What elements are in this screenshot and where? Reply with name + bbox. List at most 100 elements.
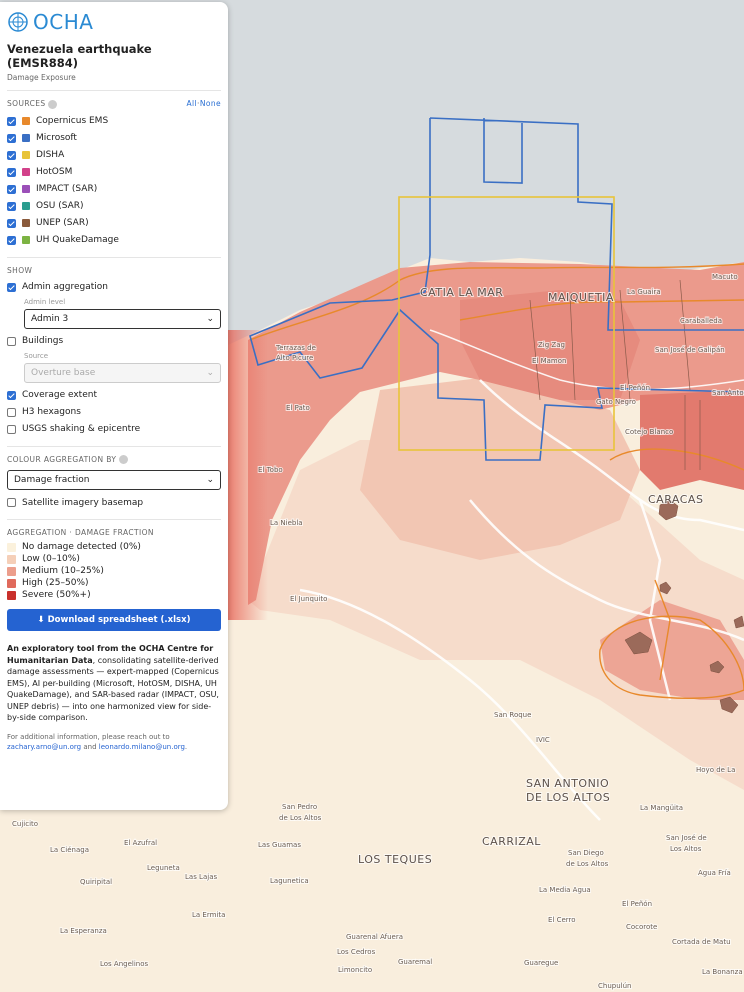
source-swatch (22, 117, 30, 125)
place-label: Zig Zag (538, 341, 565, 349)
place-label: La Niebla (270, 519, 303, 527)
legend-row: Low (0–10%) (7, 553, 221, 565)
select-all[interactable]: All (186, 99, 198, 109)
source-swatch (22, 236, 30, 244)
legend-label: Medium (10–25%) (22, 566, 104, 576)
checkbox[interactable] (7, 424, 16, 434)
place-label: Chupulún (598, 982, 631, 990)
place-label: La Guaira (627, 288, 661, 296)
place-label: CATIA LA MAR (420, 286, 503, 299)
checkbox-label: Admin aggregation (22, 282, 108, 292)
place-label: Alto Picure (276, 354, 313, 362)
place-label: La Ciénaga (50, 846, 89, 854)
place-label: El Peñón (622, 900, 652, 908)
checkbox-row[interactable]: Satellite imagery basemap (7, 494, 221, 511)
description-text: , consolidating satellite-derived damage… (7, 655, 219, 723)
checkbox-row[interactable]: Buildings (7, 333, 221, 350)
place-label: San Antonio (712, 389, 744, 397)
source-row[interactable]: HotOSM (7, 164, 221, 181)
checkbox[interactable] (7, 167, 16, 177)
place-label: Guarenal Afuera (346, 933, 403, 941)
source-row[interactable]: OSU (SAR) (7, 198, 221, 215)
place-label: San Pedro (282, 803, 317, 811)
section-heading: AGGREGATION · DAMAGE FRACTION (7, 528, 154, 537)
email-link[interactable]: leonardo.milano@un.org (98, 742, 185, 751)
place-label: El Mamon (532, 357, 566, 365)
source-row[interactable]: DISHA (7, 147, 221, 164)
checkbox[interactable] (7, 407, 16, 417)
admin-level-select[interactable]: Admin 3 ⌄ (24, 308, 221, 329)
email-link[interactable]: zachary.arno@un.org (7, 742, 82, 751)
checkbox[interactable] (7, 116, 16, 126)
section-heading: SOURCES (7, 99, 46, 108)
contact: For additional information, please reach… (7, 732, 221, 752)
checkbox-row[interactable]: Coverage extent (7, 387, 221, 404)
place-label: Cotejo Blanco (625, 428, 673, 436)
select-value: Damage fraction (14, 475, 90, 485)
place-label: San Roque (494, 711, 531, 719)
checkbox[interactable] (7, 133, 16, 143)
place-label: Quiripital (80, 878, 112, 886)
checkbox[interactable] (7, 235, 16, 245)
place-label: El Cerro (548, 916, 576, 924)
source-label: IMPACT (SAR) (36, 184, 98, 194)
source-swatch (22, 202, 30, 210)
checkbox[interactable] (7, 498, 16, 507)
place-label: San José de (666, 834, 707, 842)
place-label: La Esperanza (60, 927, 107, 935)
checkbox-row[interactable]: H3 hexagons (7, 404, 221, 421)
legend-label: High (25–50%) (22, 578, 89, 588)
legend-row: Medium (10–25%) (7, 565, 221, 577)
contact-text: and (83, 742, 97, 751)
checkbox-row[interactable]: USGS shaking & epicentre (7, 421, 221, 438)
title: Venezuela earthquake (EMSR884) (7, 42, 152, 70)
legend-label: Severe (50%+) (22, 590, 91, 600)
contact-text: For additional information, please reach… (7, 732, 170, 741)
place-label: Los Cedros (337, 948, 376, 956)
source-row[interactable]: UNEP (SAR) (7, 215, 221, 232)
place-label: El Peñón (620, 384, 650, 392)
source-label: OSU (SAR) (36, 201, 84, 211)
checkbox[interactable] (7, 390, 16, 400)
legend-label: Low (0–10%) (22, 554, 80, 564)
select-value: Admin 3 (31, 313, 69, 324)
source-label: DISHA (36, 150, 65, 160)
source-row[interactable]: IMPACT (SAR) (7, 181, 221, 198)
source-swatch (22, 168, 30, 176)
place-label: CARACAS (648, 493, 703, 506)
source-label: Copernicus EMS (36, 116, 109, 126)
place-label: IVIC (536, 736, 550, 744)
source-row[interactable]: UH QuakeDamage (7, 232, 221, 249)
legend-label: No damage detected (0%) (22, 542, 141, 552)
place-label: La Bonanza (702, 968, 743, 976)
download-button[interactable]: ⬇ Download spreadsheet (.xlsx) (7, 609, 221, 631)
colour-select[interactable]: Damage fraction ⌄ (7, 470, 221, 490)
checkbox[interactable] (7, 201, 16, 211)
place-label: El Azufral (124, 839, 157, 847)
select-none[interactable]: None (199, 99, 221, 109)
legend-row: Severe (50%+) (7, 589, 221, 601)
place-label: Hoyo de La (696, 766, 735, 774)
place-label: Agua Fría (698, 869, 731, 877)
place-label: El Tobo (258, 466, 283, 474)
checkbox[interactable] (7, 282, 16, 292)
checkbox[interactable] (7, 184, 16, 194)
place-label: Macuto (712, 273, 738, 281)
place-label: SAN ANTONIO (526, 777, 609, 790)
place-label: El Junquito (290, 595, 327, 603)
checkbox[interactable] (7, 150, 16, 160)
place-label: Cocorote (626, 923, 657, 931)
source-row[interactable]: Copernicus EMS (7, 113, 221, 130)
source-swatch (22, 134, 30, 142)
place-label: Los Angelinos (100, 960, 149, 968)
place-label: de Los Altos (566, 860, 609, 868)
place-label: Caraballeda (680, 317, 722, 325)
description: An exploratory tool from the OCHA Centre… (7, 643, 221, 724)
checkbox-row[interactable]: Admin aggregation (7, 279, 221, 296)
sources-header: SOURCES All·None (7, 99, 221, 109)
checkbox[interactable] (7, 218, 16, 228)
checkbox[interactable] (7, 336, 16, 346)
source-row[interactable]: Microsoft (7, 130, 221, 147)
